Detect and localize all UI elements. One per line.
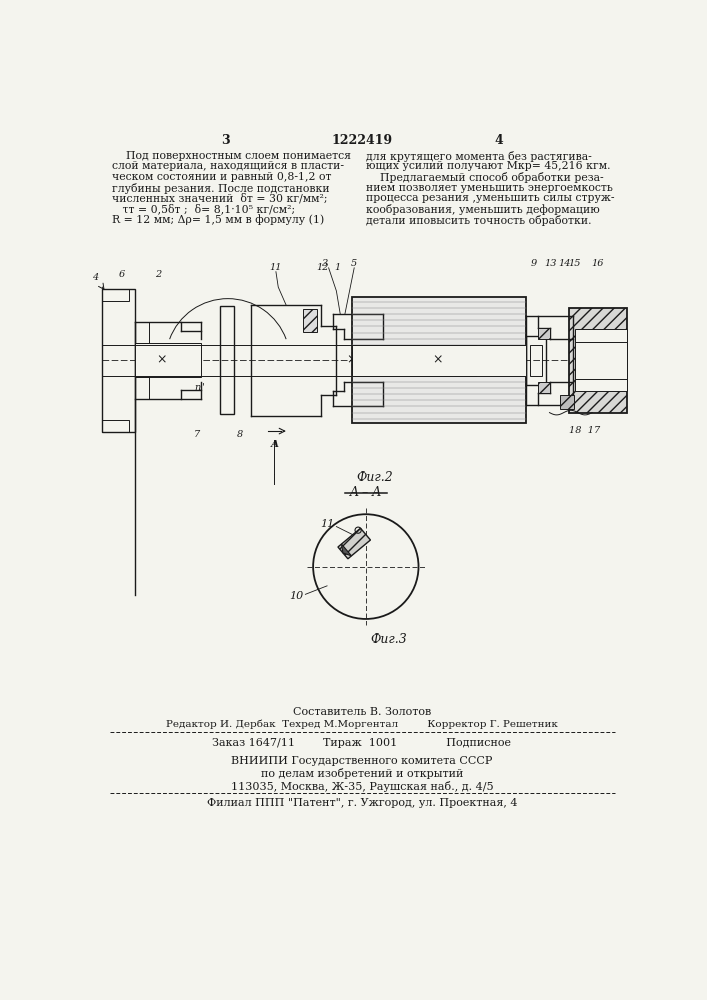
Text: n": n" (194, 383, 204, 392)
Bar (559, 395, 573, 409)
Text: 113035, Москва, Ж-35, Раушская наб., д. 4/5: 113035, Москва, Ж-35, Раушская наб., д. … (230, 781, 493, 792)
Bar (526, 336, 546, 385)
Text: Заказ 1647/11        Тираж  1001              Подписное: Заказ 1647/11 Тираж 1001 Подписное (212, 738, 511, 748)
Text: 11: 11 (269, 263, 282, 272)
Text: Редактор И. Дербак  Техред М.Моргентал         Корректор Г. Решетник: Редактор И. Дербак Техред М.Моргентал Ко… (166, 719, 558, 729)
Text: Фиг.3: Фиг.3 (370, 633, 407, 646)
Text: 4: 4 (92, 273, 98, 282)
Text: процесса резания ,уменьшить силы струж-: процесса резания ,уменьшить силы струж- (366, 193, 614, 203)
Text: 5: 5 (351, 259, 357, 268)
Text: 4: 4 (495, 134, 503, 147)
Bar (538, 382, 549, 393)
Polygon shape (341, 544, 351, 556)
Bar (103, 420, 129, 432)
Text: ×: × (346, 354, 357, 367)
Text: глубины резания. После подстановки: глубины резания. После подстановки (112, 183, 329, 194)
Text: Филиал ППП "Патент", г. Ужгород, ул. Проектная, 4: Филиал ППП "Патент", г. Ужгород, ул. Про… (206, 798, 518, 808)
Text: 13: 13 (545, 259, 557, 268)
Text: 1222419: 1222419 (332, 134, 392, 147)
Text: Под поверхностным слоем понимается: Под поверхностным слоем понимается (112, 151, 351, 161)
Bar (575, 342, 627, 379)
Polygon shape (338, 528, 370, 559)
Text: детали иповысить точность обработки.: детали иповысить точность обработки. (366, 215, 591, 226)
Text: 8: 8 (236, 430, 243, 439)
Text: для крутящего момента без растягива-: для крутящего момента без растягива- (366, 151, 592, 162)
Text: Составитель В. Золотов: Составитель В. Золотов (293, 707, 431, 717)
Text: нием позволяет уменьшить энергоемкость: нием позволяет уменьшить энергоемкость (366, 183, 613, 193)
Text: слой материала, находящийся в пласти-: слой материала, находящийся в пласти- (112, 161, 344, 171)
Text: ВНИИПИ Государственного комитета СССР: ВНИИПИ Государственного комитета СССР (231, 756, 493, 766)
Bar (103, 289, 129, 301)
Text: ческом состоянии и равный 0,8-1,2 от: ческом состоянии и равный 0,8-1,2 от (112, 172, 331, 182)
Text: численных значений  δт = 30 кг/мм²;: численных значений δт = 30 кг/мм²; (112, 193, 327, 204)
Text: 3: 3 (221, 134, 230, 147)
Text: 14: 14 (559, 259, 571, 268)
Bar (530, 345, 542, 376)
Bar (135, 377, 149, 399)
Text: 9: 9 (531, 259, 537, 268)
Text: 11: 11 (320, 519, 335, 529)
Text: кообразования, уменьшить деформацию: кообразования, уменьшить деформацию (366, 204, 600, 215)
Text: R = 12 мм; Δρ= 1,5 мм в формулу (1): R = 12 мм; Δρ= 1,5 мм в формулу (1) (112, 215, 324, 225)
Text: 15: 15 (568, 259, 580, 268)
Text: 12: 12 (316, 263, 329, 272)
Text: A – A: A – A (350, 486, 382, 499)
Bar (220, 306, 234, 414)
Text: 6: 6 (119, 270, 125, 279)
Text: A: A (270, 440, 279, 449)
Bar (135, 343, 201, 377)
Bar (575, 329, 627, 391)
Text: Предлагаемый способ обработки реза-: Предлагаемый способ обработки реза- (366, 172, 604, 183)
Text: ющих усилий получают Мкр= 45,216 кгм.: ющих усилий получают Мкр= 45,216 кгм. (366, 161, 610, 171)
Bar (352, 297, 526, 423)
Text: 18  17: 18 17 (568, 426, 600, 435)
Bar (538, 328, 549, 339)
Bar (103, 289, 135, 432)
Bar (352, 345, 526, 376)
Text: по делам изобретений и открытий: по делам изобретений и открытий (261, 768, 463, 779)
Text: 7: 7 (194, 430, 200, 439)
Text: 1: 1 (335, 263, 341, 272)
Text: 2: 2 (155, 270, 161, 279)
Text: Фиг.2: Фиг.2 (357, 471, 394, 484)
Bar (569, 308, 627, 413)
Text: 3: 3 (322, 259, 328, 268)
Text: τт = 0,5δт ;  δ= 8,1·10⁵ кг/см²;: τт = 0,5δт ; δ= 8,1·10⁵ кг/см²; (112, 204, 295, 215)
Text: 16: 16 (591, 259, 604, 268)
Text: 10: 10 (290, 591, 304, 601)
Text: ×: × (157, 354, 168, 367)
Bar (135, 322, 149, 343)
Bar (303, 309, 317, 332)
Text: ×: × (432, 354, 443, 367)
